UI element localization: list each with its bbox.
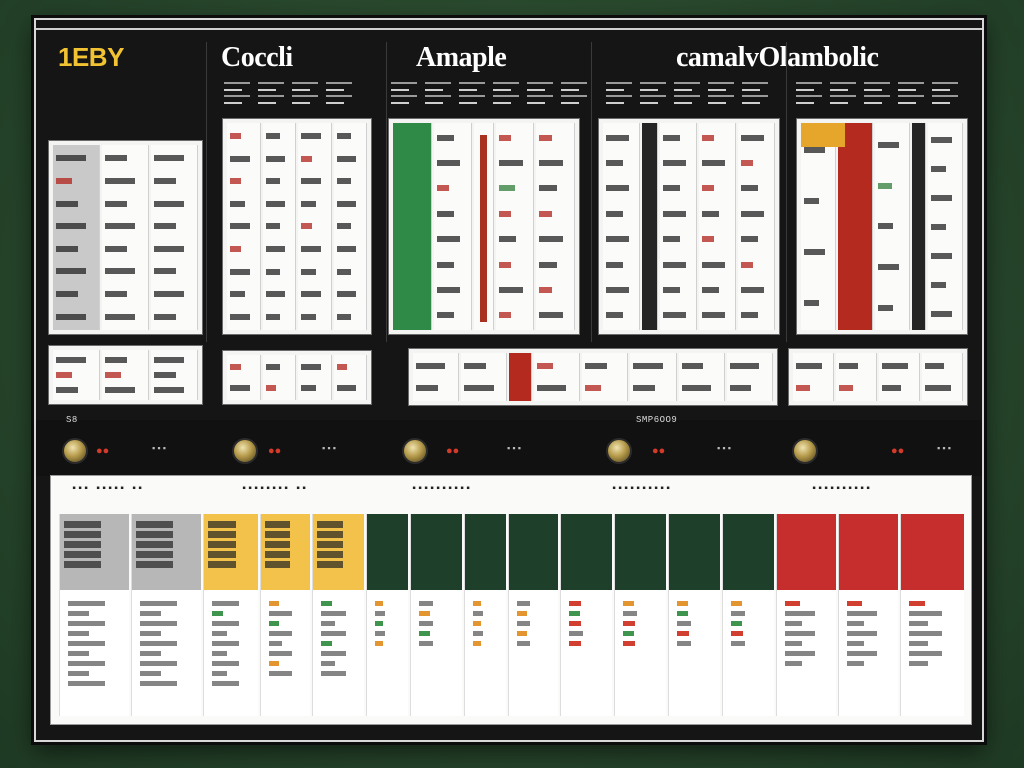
summary-column[interactable] — [260, 514, 310, 716]
summary-header: ▪▪▪▪▪▪▪▪▪▪ — [611, 484, 672, 495]
summary-column[interactable] — [508, 514, 558, 716]
summary-table[interactable]: ▪▪▪ ▪▪▪▪▪ ▪▪ ▪▪▪▪▪▪▪▪ ▪▪ ▪▪▪▪▪▪▪▪▪▪ ▪▪▪▪… — [50, 475, 972, 725]
summary-column[interactable] — [312, 514, 364, 716]
summary-column[interactable] — [722, 514, 774, 716]
summary-header: ▪▪▪ ▪▪▪▪▪ ▪▪ — [71, 484, 144, 495]
ticker-row — [391, 80, 587, 108]
status-readout: ▪▪▪ — [716, 444, 733, 454]
coccli-strip[interactable] — [222, 350, 372, 405]
section-title-camalvolambolic[interactable]: camalvOlambolic — [676, 42, 879, 73]
dashboard-frame: 1EBY Coccli Amaple camalvOlambolic — [34, 18, 984, 742]
gauge-icon[interactable] — [232, 438, 258, 464]
gauge-icon[interactable] — [792, 438, 818, 464]
gauge-icon[interactable] — [402, 438, 428, 464]
summary-column[interactable] — [560, 514, 612, 716]
alert-indicator-icon: ●● — [446, 446, 460, 458]
summary-header: ▪▪▪▪▪▪▪▪ ▪▪ — [241, 484, 308, 495]
coccli-table-panel[interactable] — [222, 118, 372, 335]
column-divider — [386, 42, 387, 342]
status-strip — [36, 420, 982, 476]
status-readout: ▪▪▪ — [936, 444, 953, 454]
alert-indicator-icon: ●● — [96, 446, 110, 458]
watchlist-panel[interactable] — [48, 140, 203, 335]
ticker-row — [224, 80, 352, 108]
alert-indicator-icon: ●● — [652, 446, 666, 458]
column-divider — [591, 42, 592, 342]
status-code-left: S8 — [66, 415, 78, 425]
quote-strip[interactable] — [408, 348, 778, 406]
alert-indicator-icon: ●● — [268, 446, 282, 458]
watchlist-strip[interactable] — [48, 345, 203, 405]
summary-header: ▪▪▪▪▪▪▪▪▪▪ — [811, 484, 872, 495]
section-title-amaple[interactable]: Amaple — [416, 42, 507, 73]
status-readout: ▪▪▪ — [151, 444, 168, 454]
summary-column[interactable] — [464, 514, 506, 716]
gauge-icon[interactable] — [62, 438, 88, 464]
summary-header: ▪▪▪▪▪▪▪▪▪▪ — [411, 484, 472, 495]
gauge-icon[interactable] — [606, 438, 632, 464]
summary-column[interactable] — [131, 514, 201, 716]
summary-column[interactable] — [776, 514, 836, 716]
column-divider — [206, 42, 207, 342]
summary-column[interactable] — [203, 514, 258, 716]
summary-column[interactable] — [668, 514, 720, 716]
alert-cell — [801, 123, 845, 147]
summary-column[interactable] — [410, 514, 462, 716]
top-divider — [36, 28, 982, 30]
status-code-mid: SMP6OO9 — [636, 415, 678, 425]
camalv-strip[interactable] — [788, 348, 968, 406]
camalv-table-panel-b[interactable] — [796, 118, 968, 335]
summary-column[interactable] — [366, 514, 408, 716]
alert-indicator-icon: ●● — [891, 446, 905, 458]
brand-logo[interactable]: 1EBY — [58, 42, 124, 72]
summary-column[interactable] — [838, 514, 898, 716]
ticker-row — [796, 80, 958, 108]
summary-column[interactable] — [900, 514, 964, 716]
summary-column[interactable] — [614, 514, 666, 716]
ticker-row — [606, 80, 768, 108]
status-readout: ▪▪▪ — [506, 444, 523, 454]
summary-column[interactable] — [59, 514, 129, 716]
column-divider — [786, 42, 787, 342]
status-readout: ▪▪▪ — [321, 444, 338, 454]
camalv-table-panel-a[interactable] — [598, 118, 780, 335]
amaple-table-panel[interactable] — [388, 118, 580, 335]
section-title-coccli[interactable]: Coccli — [221, 42, 293, 73]
